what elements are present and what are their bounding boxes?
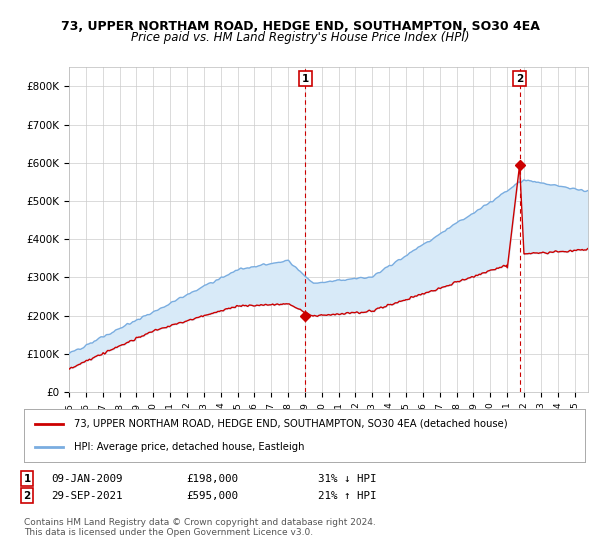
Text: 1: 1: [302, 74, 309, 83]
Text: 2: 2: [516, 74, 523, 83]
Text: 09-JAN-2009: 09-JAN-2009: [51, 474, 122, 484]
Text: 2: 2: [23, 491, 31, 501]
Text: £595,000: £595,000: [186, 491, 238, 501]
Text: Contains HM Land Registry data © Crown copyright and database right 2024.
This d: Contains HM Land Registry data © Crown c…: [24, 518, 376, 538]
Text: 1: 1: [23, 474, 31, 484]
Text: 73, UPPER NORTHAM ROAD, HEDGE END, SOUTHAMPTON, SO30 4EA: 73, UPPER NORTHAM ROAD, HEDGE END, SOUTH…: [61, 20, 539, 32]
Text: Price paid vs. HM Land Registry's House Price Index (HPI): Price paid vs. HM Land Registry's House …: [131, 31, 469, 44]
Text: 31% ↓ HPI: 31% ↓ HPI: [318, 474, 377, 484]
Text: HPI: Average price, detached house, Eastleigh: HPI: Average price, detached house, East…: [74, 442, 305, 452]
Text: 29-SEP-2021: 29-SEP-2021: [51, 491, 122, 501]
Text: 73, UPPER NORTHAM ROAD, HEDGE END, SOUTHAMPTON, SO30 4EA (detached house): 73, UPPER NORTHAM ROAD, HEDGE END, SOUTH…: [74, 419, 508, 429]
Text: 21% ↑ HPI: 21% ↑ HPI: [318, 491, 377, 501]
Text: £198,000: £198,000: [186, 474, 238, 484]
